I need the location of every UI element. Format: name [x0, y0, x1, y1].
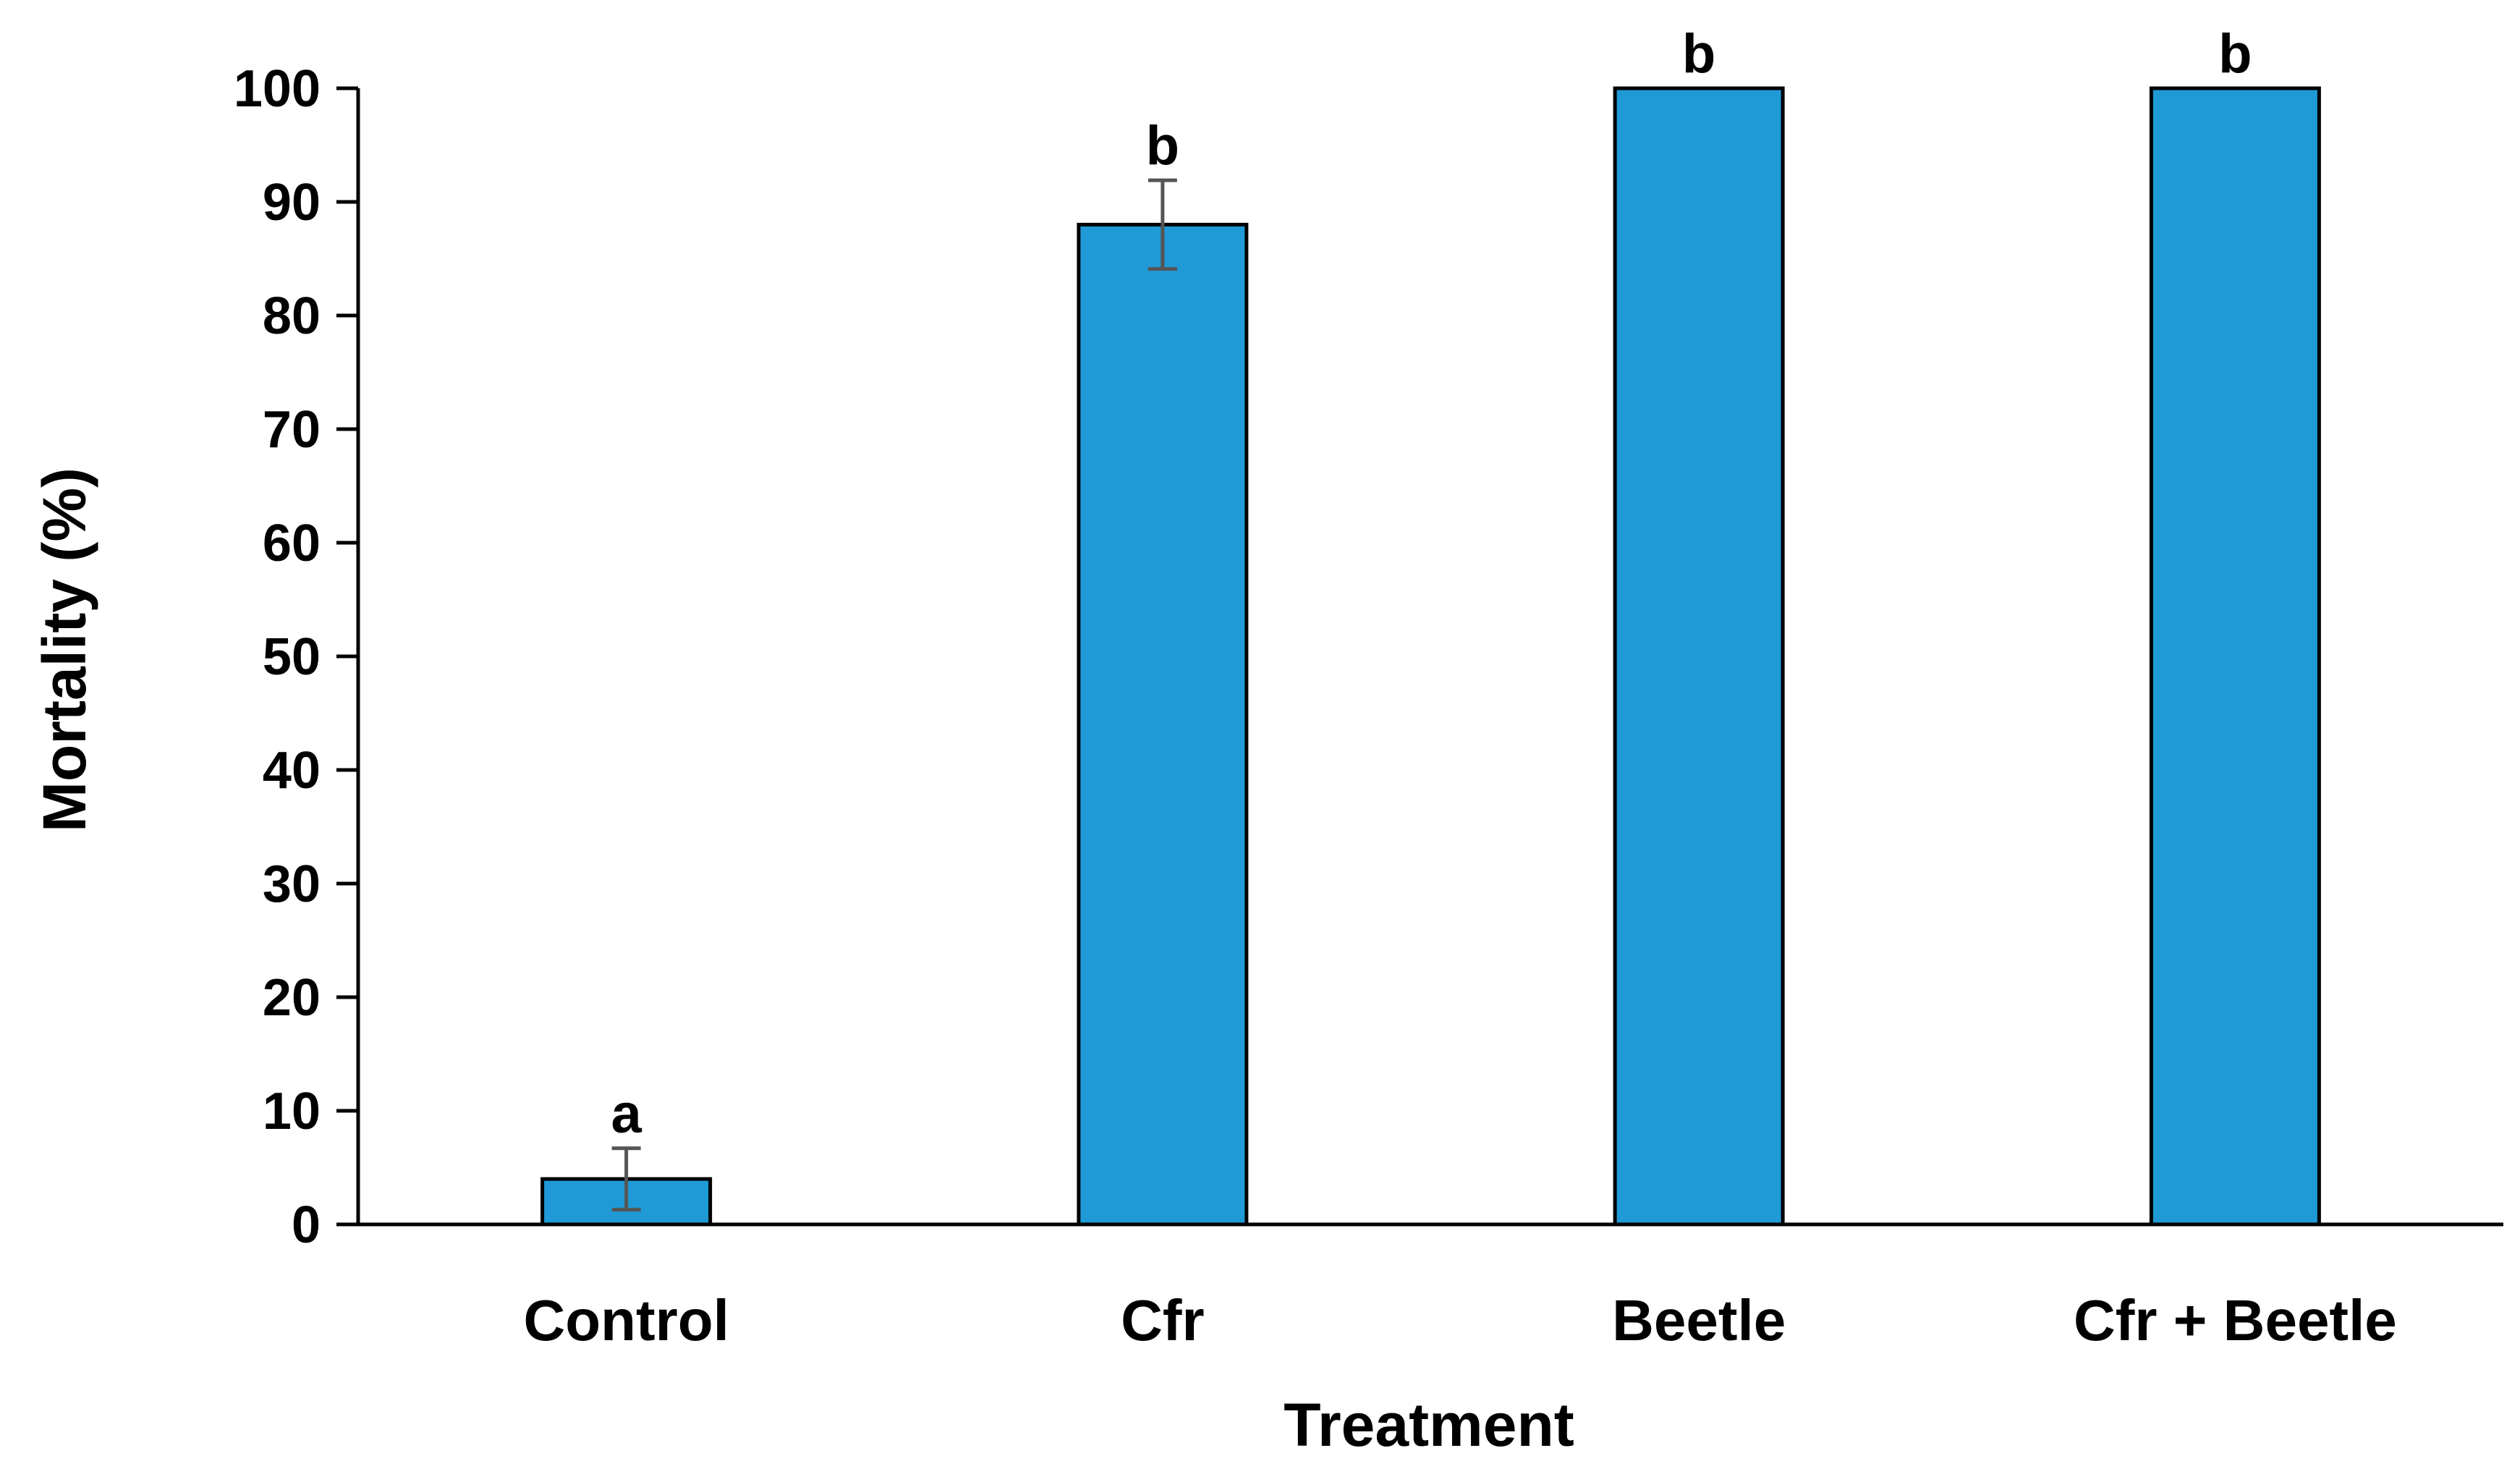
y-tick-label-90: 90 — [263, 174, 321, 232]
y-tick-label-100: 100 — [234, 60, 321, 118]
y-tick-label-60: 60 — [263, 515, 321, 572]
y-tick-label-50: 50 — [263, 628, 321, 686]
y-tick-label-20: 20 — [263, 969, 321, 1027]
y-tick-label-30: 30 — [263, 855, 321, 913]
bar-cfr-beetle — [2149, 86, 2321, 1227]
y-tick-label-10: 10 — [263, 1083, 321, 1140]
y-axis-title: Mortality (%) — [30, 467, 98, 832]
y-tick-label-80: 80 — [263, 287, 321, 345]
significance-letters-layer: a b b b — [611, 23, 2252, 1145]
error-bars-layer — [611, 178, 1177, 1212]
significance-letter-cfr-beetle: b — [2218, 23, 2252, 85]
y-tick-label-70: 70 — [263, 401, 321, 459]
y-tick-label-0: 0 — [292, 1196, 321, 1254]
category-label-beetle: Beetle — [1612, 1288, 1786, 1352]
significance-letter-control: a — [611, 1083, 642, 1145]
category-labels-layer: Control Cfr Beetle Cfr + Beetle — [523, 1288, 2396, 1352]
category-label-cfr: Cfr — [1121, 1288, 1205, 1352]
bar-cfr — [1077, 222, 1249, 1227]
x-axis-title: Treatment — [1284, 1391, 1574, 1459]
significance-letter-beetle: b — [1682, 23, 1715, 85]
y-tick-label-40: 40 — [263, 742, 321, 800]
category-label-control: Control — [523, 1288, 729, 1352]
significance-letter-cfr: b — [1146, 115, 1179, 177]
bar-beetle — [1613, 86, 1785, 1227]
category-label-cfr-beetle: Cfr + Beetle — [2074, 1288, 2397, 1352]
y-ticks-layer: 0 10 20 30 40 50 60 70 80 90 100 — [234, 60, 358, 1254]
bars-layer — [540, 86, 2321, 1227]
